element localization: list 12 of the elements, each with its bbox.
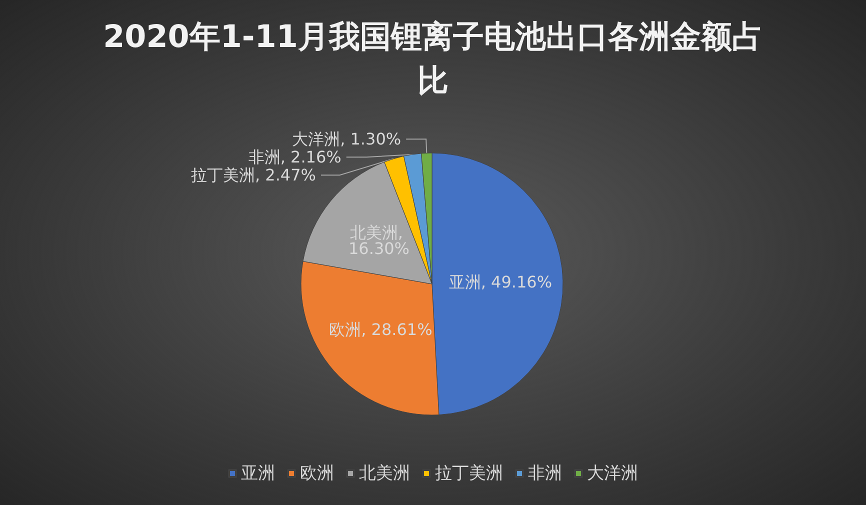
legend-label: 亚洲 [241,464,275,484]
legend-label: 拉丁美洲 [435,464,503,484]
data-label: 亚洲, 49.16% [448,272,552,292]
data-label: 大洋洲, 1.30% [292,130,402,149]
data-label: 拉丁美洲, 2.47% [190,166,316,185]
legend-label: 北美洲 [359,464,410,484]
legend-label: 非洲 [528,464,562,484]
data-label: 欧洲, 28.61% [329,320,432,339]
legend-label: 大洋洲 [587,464,638,484]
data-label: 非洲, 2.16% [248,148,342,167]
legend-label: 欧洲 [300,464,334,484]
chart-title: 2020年1-11月我国锂离子电池出口各洲金额占比 [103,19,763,99]
